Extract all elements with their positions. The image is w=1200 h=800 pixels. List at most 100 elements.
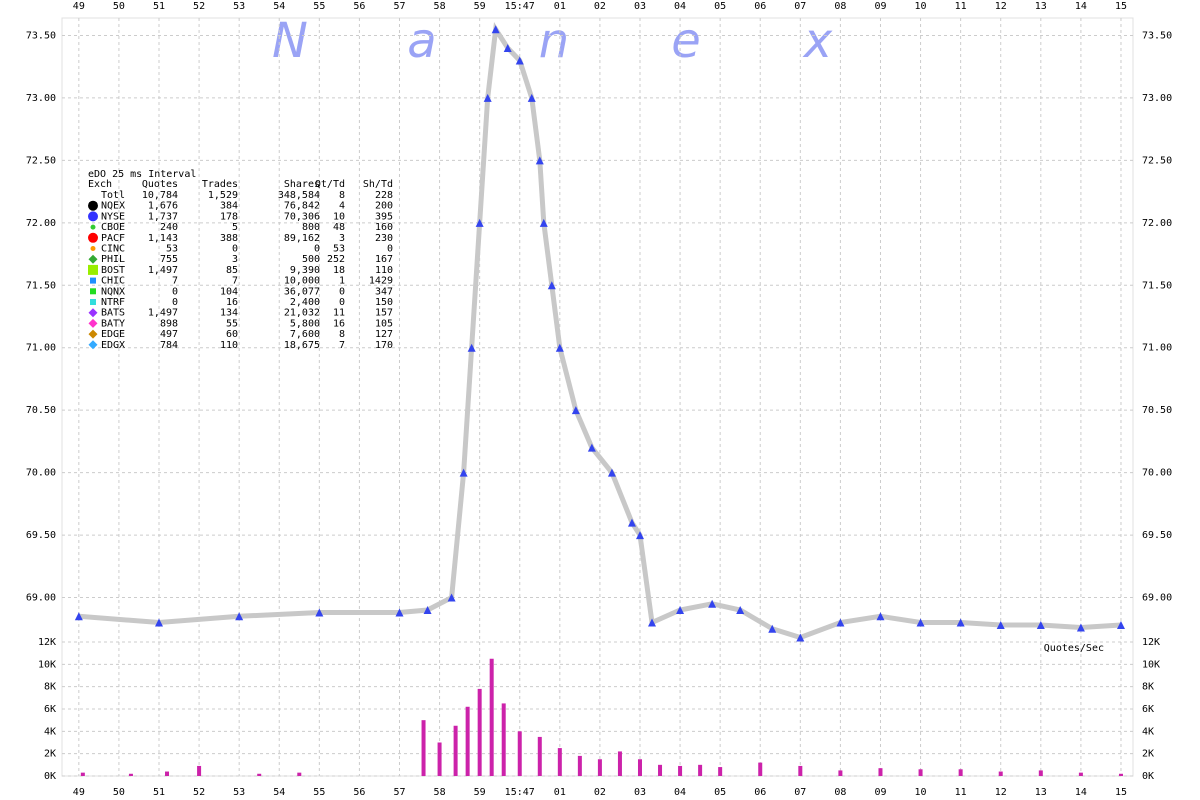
y-tick-label: 71.50 xyxy=(26,280,56,291)
x-tick-label: 11 xyxy=(955,787,967,798)
volume-bar xyxy=(998,771,1003,776)
table-cell: 53 xyxy=(166,244,178,255)
price-marker xyxy=(235,612,244,621)
table-cell: 1,529 xyxy=(208,190,238,201)
x-tick-label: 58 xyxy=(434,787,446,798)
watermark-letter: a xyxy=(407,13,436,69)
price-marker xyxy=(648,618,657,627)
table-cell: 1,497 xyxy=(148,308,178,319)
legend-symbol xyxy=(90,299,96,305)
x-tick-label: 59 xyxy=(474,787,486,798)
table-cell: 127 xyxy=(375,329,393,340)
table-cell: 347 xyxy=(375,286,393,297)
legend-symbol xyxy=(88,308,98,318)
table-cell: CHIC xyxy=(101,276,125,287)
table-cell: BATS xyxy=(101,308,125,319)
price-marker xyxy=(956,618,965,627)
legend-symbol xyxy=(90,277,96,284)
y-tick-label: 2K xyxy=(1142,749,1154,760)
x-tick-label: 50 xyxy=(113,1,125,12)
x-tick-label: 51 xyxy=(153,787,165,798)
table-cell: 4 xyxy=(339,201,345,212)
x-tick-label: 55 xyxy=(313,1,325,12)
x-tick-label: 53 xyxy=(233,1,245,12)
table-cell: 1,143 xyxy=(148,233,178,244)
y-tick-label: 10K xyxy=(1142,659,1160,670)
x-tick-label: 14 xyxy=(1075,1,1087,12)
price-marker xyxy=(571,406,580,415)
volume-bar xyxy=(165,771,170,776)
table-cell: 167 xyxy=(375,254,393,265)
x-tick-label: 14 xyxy=(1075,787,1087,798)
x-tick-label: 08 xyxy=(834,1,846,12)
table-cell: 0 xyxy=(314,244,320,255)
price-marker xyxy=(315,608,324,617)
x-tick-label: 11 xyxy=(955,1,967,12)
price-marker xyxy=(836,618,845,627)
y-tick-label: 69.50 xyxy=(26,530,56,541)
table-cell: 5 xyxy=(232,222,238,233)
table-cell: 348,584 xyxy=(278,190,320,201)
y-tick-label: 0K xyxy=(44,771,56,782)
price-marker xyxy=(1116,621,1125,630)
x-tick-label: 13 xyxy=(1035,1,1047,12)
price-marker xyxy=(447,593,456,602)
x-tick-label: 51 xyxy=(153,1,165,12)
table-cell: 18,675 xyxy=(284,340,320,351)
table-cell: 76,842 xyxy=(284,201,320,212)
table-cell: 10 xyxy=(333,211,345,222)
table-cell: 16 xyxy=(226,297,238,308)
x-tick-label: 01 xyxy=(554,1,566,12)
volume-bar xyxy=(80,772,85,776)
table-cell: 70,306 xyxy=(284,211,320,222)
table-cell: Totl xyxy=(101,190,125,201)
volume-bar xyxy=(501,703,506,776)
y-tick-label: 71.00 xyxy=(1142,343,1172,354)
volume-bar xyxy=(878,768,883,776)
price-marker xyxy=(395,608,404,617)
x-tick-label: 06 xyxy=(754,1,766,12)
table-cell: 8 xyxy=(339,329,345,340)
table-cell: 0 xyxy=(172,297,178,308)
table-cell: 85 xyxy=(226,265,238,276)
table-cell: 21,032 xyxy=(284,308,320,319)
x-tick-label: 13 xyxy=(1035,787,1047,798)
table-cell: 5,800 xyxy=(290,318,320,329)
table-cell: 7 xyxy=(172,276,178,287)
table-cell: 160 xyxy=(375,222,393,233)
x-tick-label: 05 xyxy=(714,1,726,12)
volume-bar xyxy=(489,658,494,776)
x-tick-label: 15 xyxy=(1115,787,1127,798)
volume-bar xyxy=(658,764,663,776)
y-tick-label: 70.50 xyxy=(26,405,56,416)
volume-bar xyxy=(477,688,482,776)
table-cell: 1,737 xyxy=(148,211,178,222)
table-cell: EDGE xyxy=(101,329,125,340)
price-marker xyxy=(996,621,1005,630)
table-cell: 8 xyxy=(339,190,345,201)
y-tick-label: 12K xyxy=(38,637,56,648)
table-header: Sh/Td xyxy=(363,179,393,190)
table-cell: 53 xyxy=(333,244,345,255)
y-tick-label: 72.50 xyxy=(1142,155,1172,166)
y-tick-label: 12K xyxy=(1142,637,1160,648)
price-marker xyxy=(708,599,717,608)
volume-bar xyxy=(1078,772,1083,776)
table-cell: CINC xyxy=(101,244,125,255)
volume-bar xyxy=(1038,770,1043,776)
table-cell: 7 xyxy=(339,340,345,351)
watermark-letter: n xyxy=(539,13,569,69)
table-cell: 48 xyxy=(333,222,345,233)
x-tick-label: 05 xyxy=(714,787,726,798)
x-tick-label: 53 xyxy=(233,787,245,798)
price-line xyxy=(78,22,1122,641)
price-marker xyxy=(736,606,745,615)
volume-bar xyxy=(128,773,133,776)
price-marker xyxy=(475,218,484,227)
table-cell: 1 xyxy=(339,276,345,287)
volume-bar xyxy=(437,742,442,776)
table-cell: 36,077 xyxy=(284,286,320,297)
price-marker xyxy=(423,606,432,615)
